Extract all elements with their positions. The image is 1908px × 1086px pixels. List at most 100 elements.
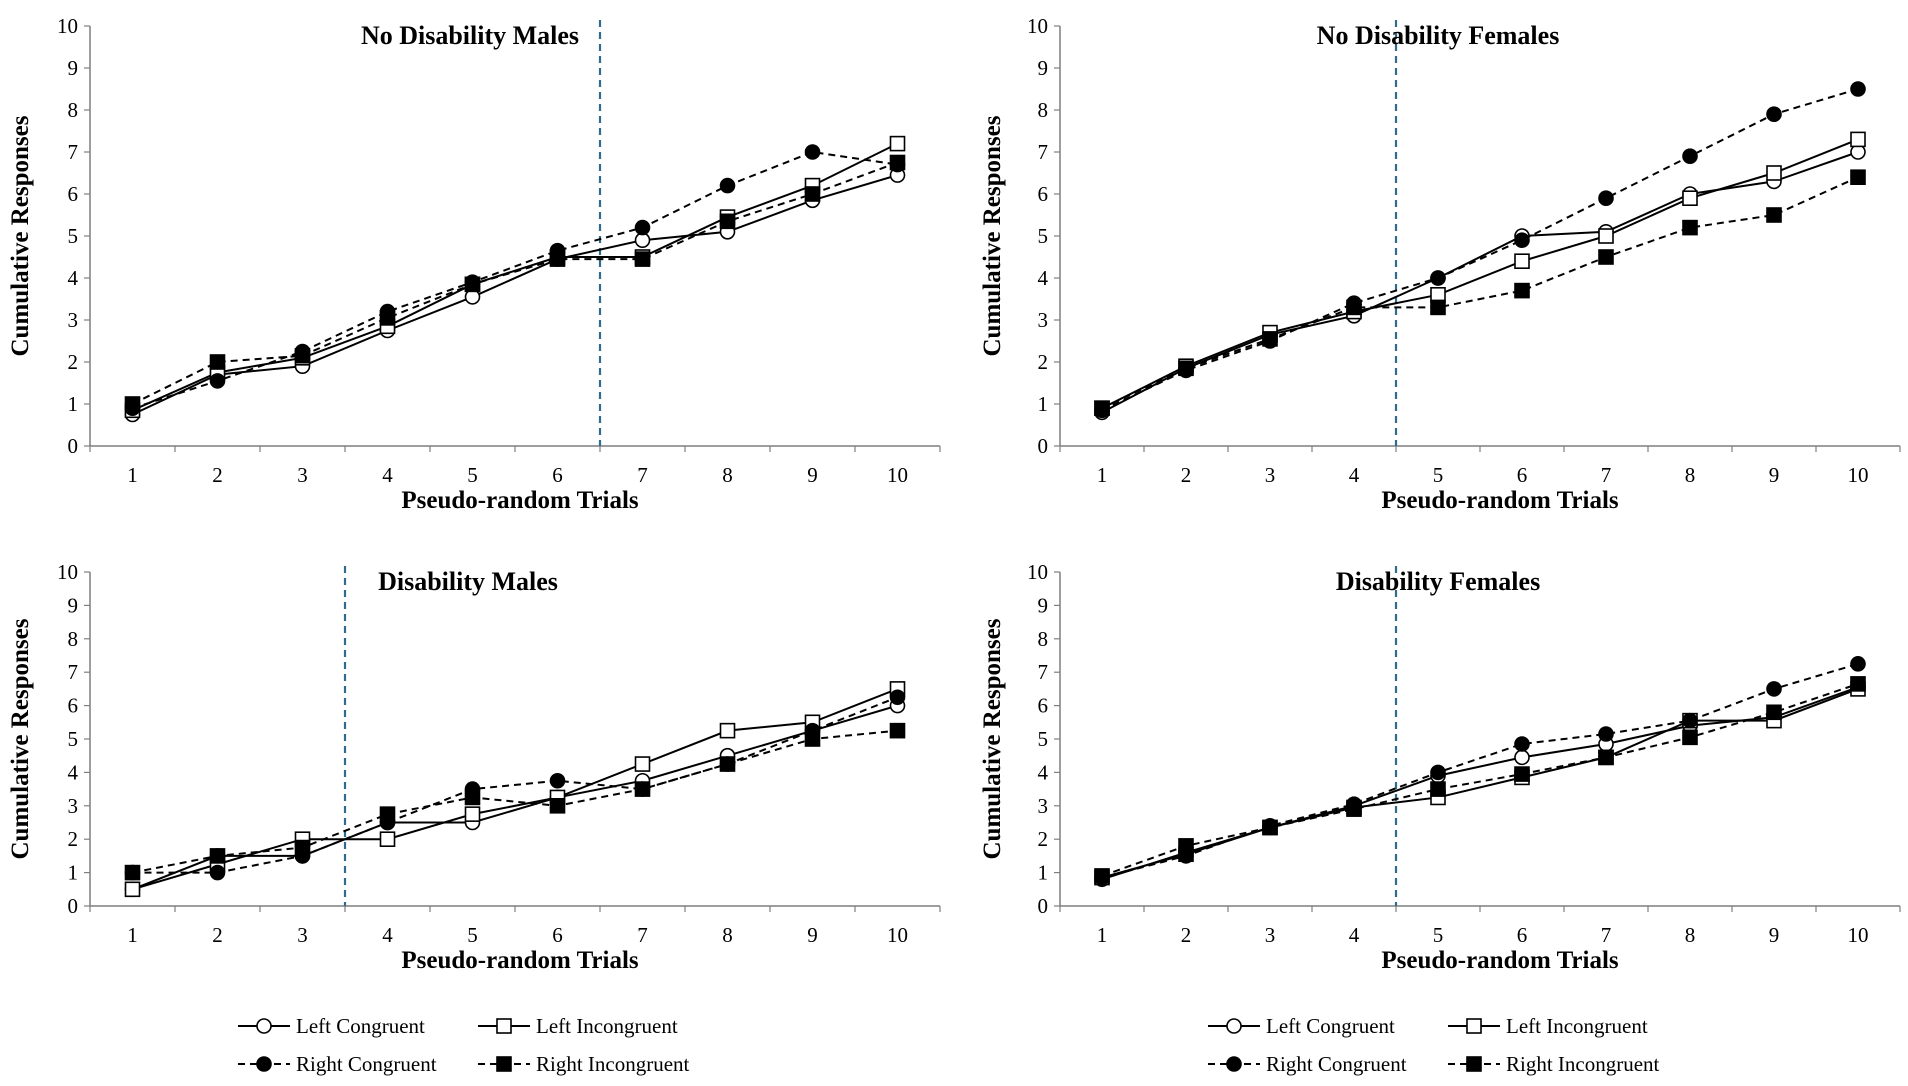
y-tick-label: 6 — [1038, 182, 1049, 206]
data-point-right-incongruent — [1514, 282, 1530, 299]
legend-entry-right-congruent: Right Congruent — [1208, 1052, 1407, 1076]
y-tick-label: 6 — [68, 694, 79, 718]
x-tick-label: 6 — [1517, 463, 1528, 487]
y-tick-label: 2 — [68, 827, 79, 851]
y-axis-title: Cumulative Responses — [979, 115, 1006, 356]
y-tick-label: 7 — [68, 660, 79, 684]
x-axis-title: Pseudo-random Trials — [1381, 947, 1619, 974]
y-tick-label: 1 — [1038, 861, 1049, 885]
data-point-right-incongruent — [1850, 169, 1866, 185]
y-tick-label: 9 — [1038, 593, 1049, 617]
data-point-right-incongruent — [804, 186, 821, 202]
data-point-left-incongruent — [1850, 131, 1866, 148]
data-point-right-incongruent — [124, 396, 141, 412]
legend-marker-left-congruent — [256, 1018, 272, 1034]
series-left-congruent — [124, 697, 906, 898]
x-tick-label: 5 — [467, 463, 478, 487]
x-tick-label: 1 — [1097, 463, 1108, 487]
x-tick-label: 10 — [887, 923, 908, 947]
data-point-right-congruent — [1598, 726, 1614, 742]
data-point-right-incongruent — [1682, 729, 1698, 746]
data-point-right-congruent — [1766, 681, 1782, 697]
series-line-right-incongruent — [132, 161, 898, 405]
x-tick-label: 6 — [552, 463, 563, 487]
chart-title: Disability Males — [378, 567, 558, 596]
series-line-right-incongruent — [132, 729, 898, 874]
legend-label: Right Incongruent — [536, 1052, 690, 1076]
data-point-left-incongruent — [379, 831, 396, 848]
data-point-right-congruent — [1430, 764, 1446, 781]
y-tick-label: 5 — [68, 727, 79, 751]
data-point-left-incongruent — [889, 135, 906, 152]
y-tick-label: 7 — [68, 140, 79, 164]
x-tick-label: 8 — [722, 923, 733, 947]
y-tick-label: 6 — [68, 182, 79, 206]
series-line-left-congruent — [1101, 686, 1859, 881]
data-point-right-incongruent — [634, 781, 651, 797]
x-tick-label: 2 — [1181, 463, 1192, 487]
data-point-left-incongruent — [719, 722, 736, 739]
x-tick-label: 3 — [297, 463, 308, 487]
data-point-right-congruent — [1850, 81, 1866, 97]
legend-entry-right-incongruent: Right Incongruent — [1448, 1052, 1660, 1076]
data-point-right-congruent — [1682, 712, 1698, 729]
x-tick-label: 1 — [127, 463, 138, 487]
data-point-right-incongruent — [379, 310, 396, 326]
y-tick-label: 3 — [1038, 794, 1049, 818]
series-line-left-incongruent — [1101, 687, 1859, 879]
chart-title: No Disability Females — [1317, 21, 1560, 50]
x-tick-label: 9 — [1769, 923, 1780, 947]
series-line-left-incongruent — [132, 687, 898, 891]
data-point-right-incongruent — [1346, 801, 1362, 817]
chart-panel-no-disability-females: 0 1 2 3 4 5 6 7 8 9 10 1 2 3 4 5 6 7 8 9 10 No Disability Fem… — [979, 14, 1901, 514]
data-point-right-incongruent — [294, 839, 311, 856]
series-left-congruent — [1094, 679, 1866, 888]
data-point-right-incongruent — [1514, 766, 1530, 782]
legend-label: Right Incongruent — [1506, 1052, 1660, 1076]
data-point-left-incongruent — [1514, 253, 1530, 269]
x-tick-label: 4 — [382, 463, 393, 487]
series-right-incongruent — [124, 154, 906, 412]
data-point-right-incongruent — [1598, 249, 1614, 265]
data-point-right-congruent — [1682, 148, 1698, 164]
series-right-incongruent — [124, 722, 906, 881]
y-tick-label: 5 — [1038, 727, 1049, 751]
data-point-right-incongruent — [1766, 704, 1782, 721]
y-axis-title: Cumulative Responses — [7, 618, 34, 859]
data-point-left-incongruent — [464, 806, 481, 822]
x-tick-label: 1 — [127, 923, 138, 947]
x-tick-label: 4 — [1349, 923, 1360, 947]
x-tick-label: 5 — [467, 923, 478, 947]
data-point-right-congruent — [804, 144, 821, 160]
series-left-incongruent — [1094, 131, 1866, 417]
data-point-left-congruent — [1514, 749, 1530, 766]
data-point-left-incongruent — [1766, 165, 1782, 181]
data-point-right-incongruent — [1094, 868, 1110, 884]
x-tick-label: 4 — [1349, 463, 1360, 487]
x-tick-label: 10 — [1848, 923, 1869, 947]
data-point-right-congruent — [1850, 656, 1866, 672]
data-point-left-incongruent — [1598, 228, 1614, 244]
data-point-right-congruent — [1430, 270, 1446, 286]
y-tick-label: 4 — [68, 266, 79, 290]
x-tick-label: 8 — [1685, 463, 1696, 487]
legend-label: Right Congruent — [296, 1052, 437, 1076]
y-tick-label: 9 — [68, 56, 79, 80]
legend-entry-left-congruent: Left Congruent — [1208, 1014, 1395, 1038]
y-tick-label: 4 — [1038, 266, 1049, 290]
legend-marker-right-congruent — [1226, 1056, 1242, 1072]
y-tick-label: 10 — [57, 560, 78, 584]
data-point-right-congruent — [634, 219, 651, 236]
series-line-left-incongruent — [1101, 138, 1859, 410]
x-tick-label: 7 — [637, 463, 648, 487]
data-point-right-incongruent — [1430, 299, 1446, 316]
legend-right: Left Congruent Left Incongruent Right Cong… — [1208, 1014, 1660, 1076]
x-tick-label: 3 — [1265, 923, 1276, 947]
x-tick-label: 3 — [1265, 463, 1276, 487]
data-point-left-incongruent — [634, 756, 651, 772]
y-tick-label: 1 — [68, 861, 79, 885]
legend-entry-right-incongruent: Right Incongruent — [478, 1052, 690, 1076]
y-tick-label: 5 — [68, 224, 79, 248]
series-left-incongruent — [124, 681, 906, 898]
x-tick-label: 3 — [297, 923, 308, 947]
